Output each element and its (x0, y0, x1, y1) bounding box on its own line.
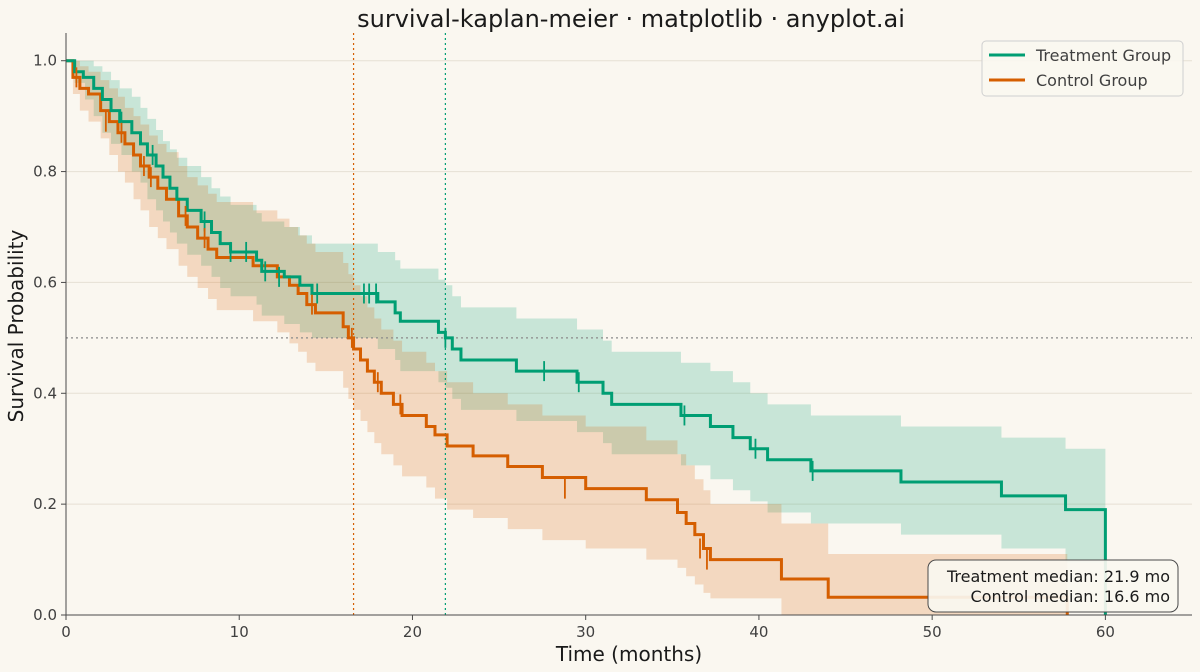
x-tick-label-5: 50 (923, 623, 942, 641)
survival-curve-series-0 (66, 59, 1107, 615)
annotation-box (927, 559, 1179, 613)
x-tick-label-4: 40 (749, 623, 768, 641)
legend: Treatment Group Control Group (981, 40, 1184, 97)
legend-label-series-0: Treatment Group (1035, 46, 1171, 65)
reference-lines (66, 33, 1192, 615)
y-tick-label-4: 0.8 (33, 163, 57, 181)
x-tick-label-1: 10 (230, 623, 249, 641)
y-tick-label-0: 0.0 (33, 606, 57, 624)
x-tick-label-0: 0 (61, 623, 71, 641)
chart-title: survival-kaplan-meier · matplotlib · any… (357, 5, 905, 33)
x-tick-label-2: 20 (403, 623, 422, 641)
axes: 0 10 20 30 40 50 60 0.0 0.2 0.4 0.6 0.8 1.0 (33, 33, 1192, 641)
y-tick-label-5: 1.0 (33, 52, 57, 70)
x-tick-label-3: 30 (576, 623, 595, 641)
survival-curve-series-1 (66, 59, 1069, 615)
x-axis-label: Time (months) (555, 642, 702, 666)
legend-box (981, 40, 1184, 97)
survival-curves (66, 59, 1107, 615)
y-tick-label-3: 0.6 (33, 273, 57, 291)
x-tick-label-6: 60 (1096, 623, 1115, 641)
legend-label-series-1: Control Group (1036, 71, 1148, 90)
censored-marks (75, 67, 814, 570)
ci-band-series-0 (66, 60, 1106, 615)
y-axis-label: Survival Probability (4, 229, 28, 422)
y-tick-label-2: 0.4 (33, 384, 57, 402)
annotation-line-0: Treatment median: 21.9 mo (946, 567, 1170, 586)
annotation-line-1: Control median: 16.6 mo (971, 587, 1170, 606)
y-tick-label-1: 0.2 (33, 495, 57, 513)
